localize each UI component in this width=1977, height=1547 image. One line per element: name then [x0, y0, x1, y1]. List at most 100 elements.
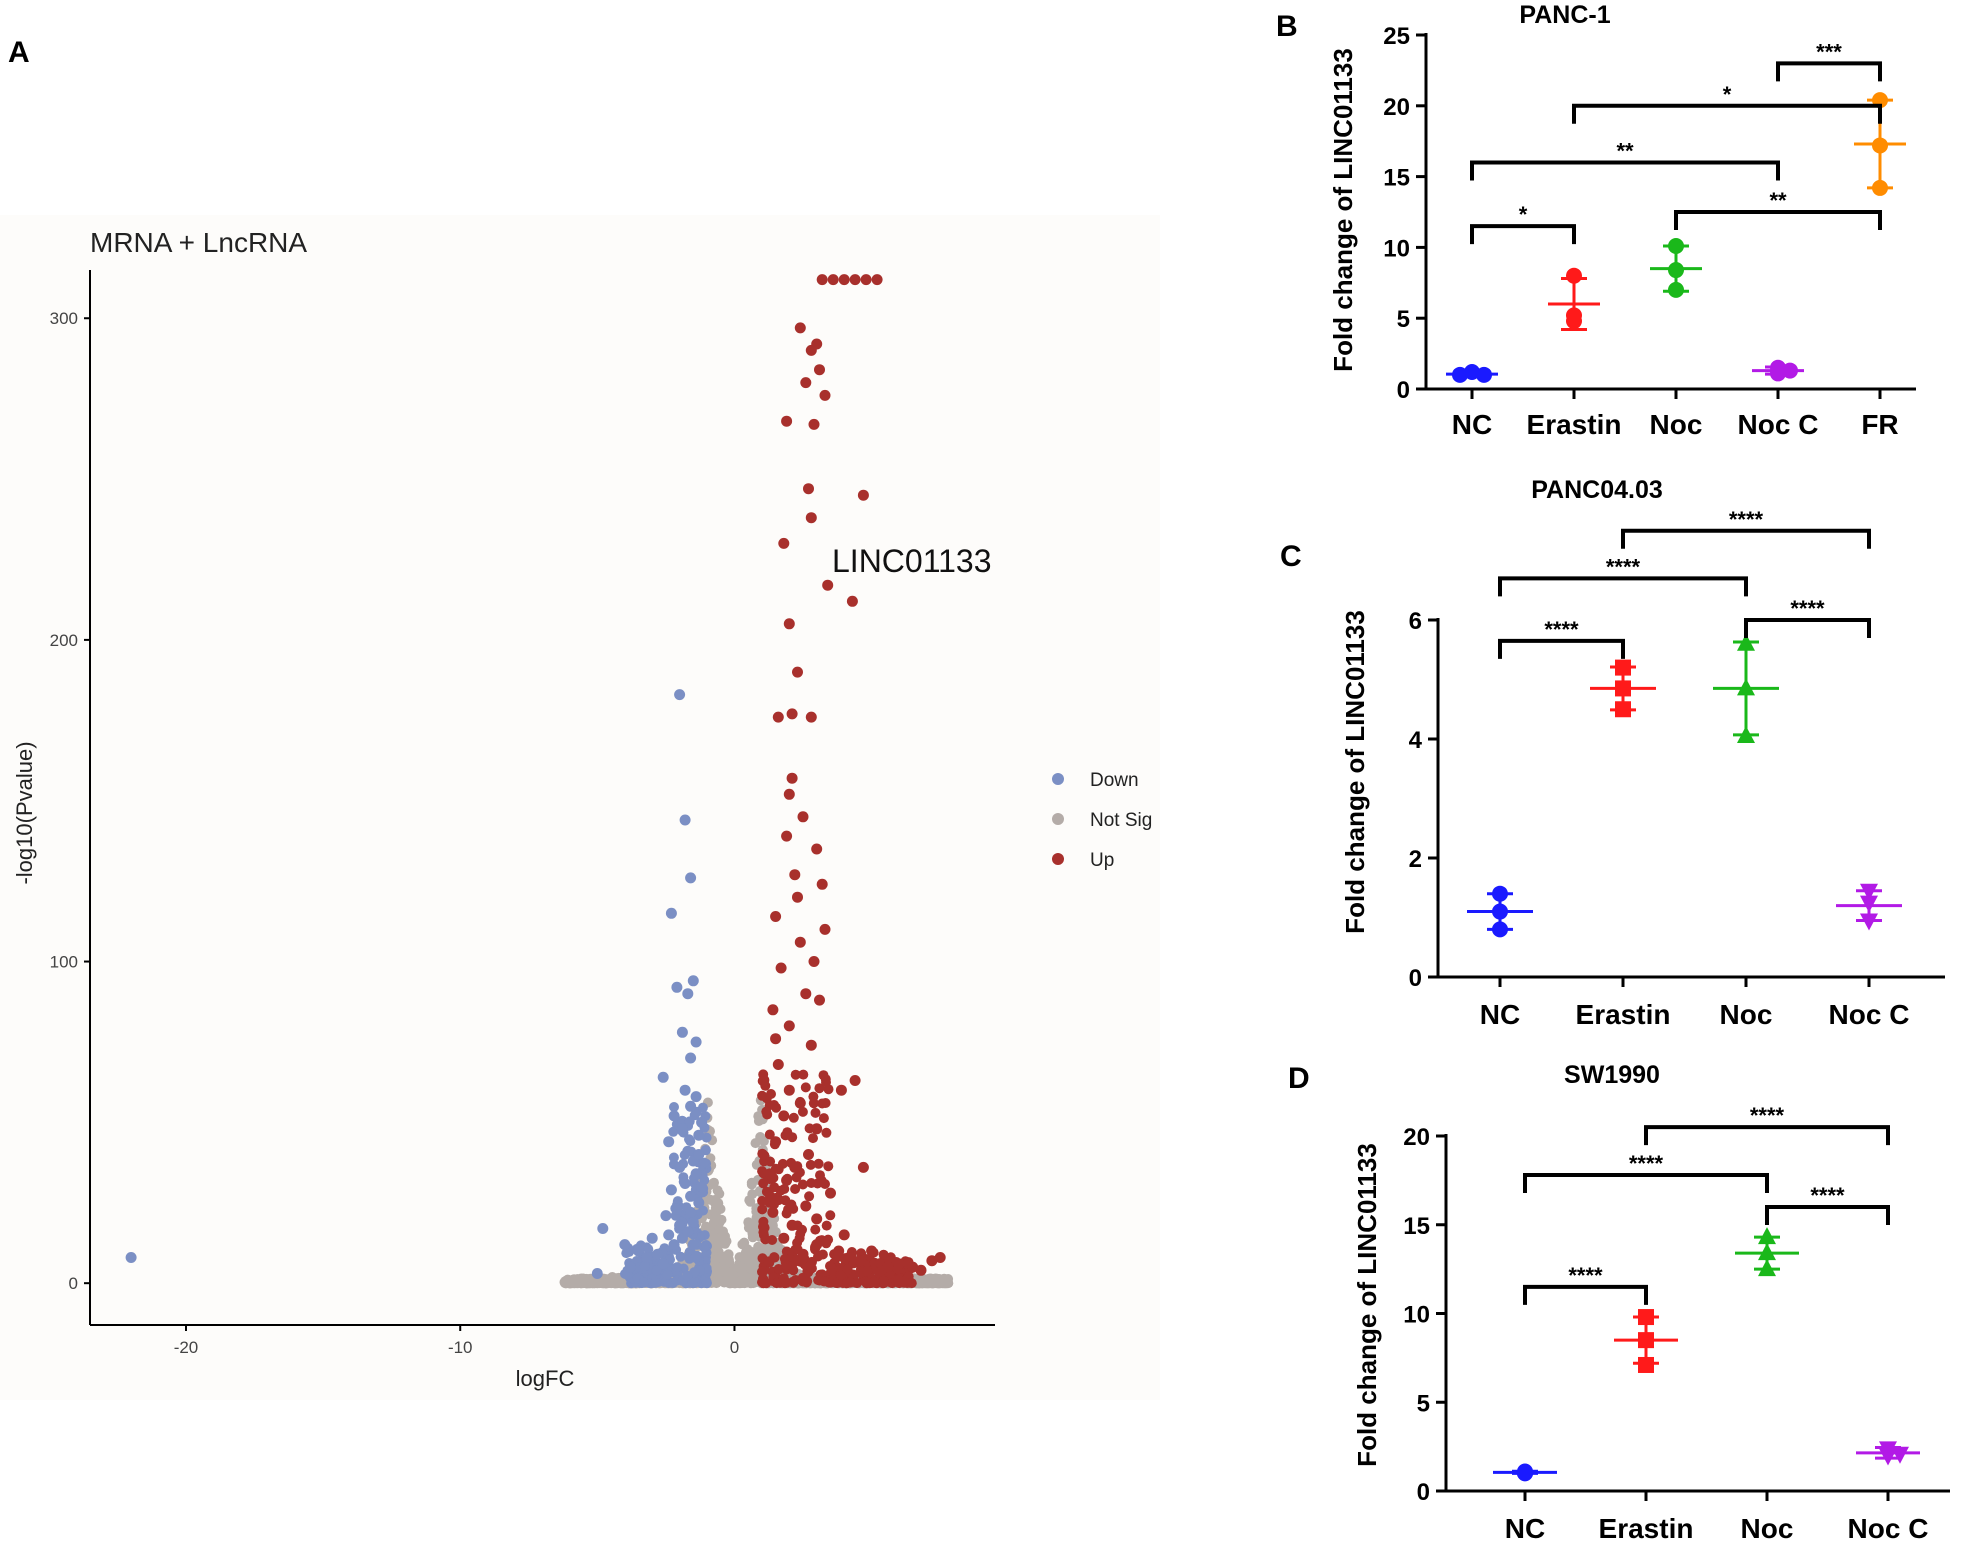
volcano-point-down	[679, 1084, 691, 1096]
volcano-point-down	[662, 1269, 673, 1280]
volcano-point-up	[823, 1161, 834, 1172]
chart-d-plot: 0 5 10 15 20 NC Erastin Noc Noc C **** **** **** ***…	[1403, 1103, 1950, 1544]
volcano-point-down	[684, 1116, 695, 1127]
volcano-point-down	[668, 1152, 679, 1163]
significance-bracket	[1621, 528, 1871, 549]
panel-label-c: C	[1280, 540, 1302, 573]
volcano-point-down	[665, 1184, 677, 1196]
volcano-point-up	[871, 274, 883, 286]
volcano-point-up	[822, 579, 834, 591]
volcano-y-label: -log10(Pvalue)	[12, 741, 37, 884]
volcano-point-up	[765, 1156, 776, 1167]
volcano-point-up	[862, 1265, 873, 1276]
panel-b: B PANC-1 Fold change of LINC01133 0 5 10 15…	[1276, 1, 1916, 440]
volcano-point-down	[676, 1026, 688, 1038]
data-point-square	[1638, 1332, 1654, 1349]
volcano-point-down	[674, 689, 686, 701]
volcano-x-tick-label: 0	[730, 1338, 739, 1357]
volcano-point-up	[813, 1158, 824, 1169]
y-tick-label: 6	[1409, 608, 1422, 635]
volcano-point-notsig	[750, 1216, 761, 1227]
volcano-point-up	[835, 1270, 846, 1281]
volcano-point-up	[783, 1020, 795, 1032]
data-point-circle	[1566, 267, 1582, 284]
data-point-triangle-down	[1879, 1448, 1897, 1466]
volcano-point-down	[687, 975, 699, 987]
volcano-point-notsig	[753, 1241, 764, 1252]
significance-label: ****	[1629, 1151, 1664, 1176]
volcano-point-up	[800, 988, 812, 1000]
volcano-point-up	[821, 1238, 832, 1249]
volcano-point-up	[792, 891, 803, 903]
volcano-point-notsig	[559, 1277, 570, 1288]
x-tick-label: Noc	[1720, 999, 1773, 1030]
x-tick-label: NC	[1505, 1513, 1545, 1544]
y-tick-label: 10	[1383, 235, 1410, 262]
volcano-point-up	[771, 1102, 782, 1113]
significance-bracket	[1523, 1284, 1648, 1305]
significance-bracket	[1674, 210, 1882, 230]
volcano-point-up	[800, 377, 812, 389]
volcano-y-tick-label: 200	[50, 631, 78, 650]
volcano-point-down	[657, 1071, 669, 1083]
volcano-point-down	[668, 1126, 679, 1137]
volcano-point-down	[679, 814, 691, 826]
volcano-point-up	[869, 1276, 880, 1287]
panel-c: C PANC04.03 Fold change of LINC01133 0 2 4…	[1280, 476, 1945, 1030]
volcano-point-down	[697, 1102, 708, 1113]
volcano-point-down	[669, 1102, 679, 1112]
legend-down-label: Down	[1090, 770, 1139, 791]
volcano-point-up	[907, 1261, 919, 1273]
volcano-y-tick-label: 300	[50, 309, 78, 328]
volcano-point-up	[846, 595, 858, 607]
volcano-point-up	[760, 1234, 771, 1245]
volcano-point-down	[696, 1181, 708, 1193]
data-point-triangle-up	[1758, 1259, 1776, 1277]
data-point-circle	[1668, 237, 1684, 254]
volcano-point-up	[789, 1161, 801, 1173]
panel-label-b: B	[1276, 10, 1298, 43]
significance-label: ****	[1606, 554, 1641, 579]
data-point-square	[1615, 680, 1631, 697]
volcano-point-up	[838, 274, 850, 286]
data-point-circle	[1782, 362, 1798, 379]
volcano-point-notsig	[712, 1265, 722, 1276]
significance-bracket	[1523, 1173, 1769, 1194]
volcano-point-up	[757, 1148, 768, 1159]
significance-bracket	[1498, 638, 1625, 659]
volcano-point-up	[898, 1276, 909, 1287]
data-point-triangle-down	[1860, 883, 1878, 901]
data-point-triangle-up	[1737, 633, 1755, 651]
volcano-point-down	[687, 1216, 699, 1228]
volcano-point-up	[794, 322, 806, 334]
volcano-point-up	[786, 772, 798, 784]
data-point-square	[1638, 1309, 1654, 1326]
volcano-point-up	[778, 537, 790, 549]
volcano-point-up	[790, 1254, 801, 1265]
chart-c-plot: 0 2 4 6 NC Erastin Noc Noc C **** **** **** ****	[1409, 507, 1945, 1030]
volcano-point-down	[657, 1258, 669, 1270]
volcano-point-up	[825, 1261, 835, 1271]
volcano-point-notsig	[721, 1250, 732, 1261]
volcano-point-up	[760, 1080, 771, 1091]
volcano-point-up	[783, 618, 795, 630]
volcano-point-up	[797, 1248, 809, 1260]
volcano-point-notsig	[728, 1275, 739, 1286]
volcano-point-down	[638, 1277, 649, 1288]
volcano-point-up	[805, 1039, 817, 1051]
volcano-point-up	[797, 1273, 808, 1284]
volcano-point-down	[693, 1129, 705, 1141]
volcano-point-up	[934, 1252, 946, 1263]
volcano-x-label: logFC	[516, 1366, 575, 1391]
significance-label: ****	[1568, 1263, 1603, 1288]
volcano-point-down	[624, 1261, 636, 1273]
x-tick-label: Erastin	[1527, 409, 1622, 440]
volcano-point-notsig	[747, 1277, 758, 1288]
volcano-point-down	[652, 1248, 664, 1260]
panel-d: D SW1990 Fold change of LINC01133 0 5 10 15…	[1288, 1061, 1950, 1544]
panel-label-a: A	[8, 36, 30, 69]
volcano-point-up	[789, 869, 801, 881]
significance-bracket	[1470, 224, 1576, 245]
volcano-point-down	[690, 1036, 702, 1048]
